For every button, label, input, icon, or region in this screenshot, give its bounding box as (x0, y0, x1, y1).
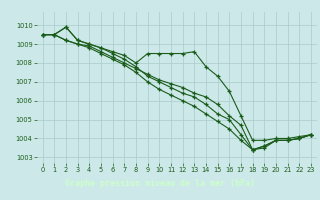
Text: Graphe pression niveau de la mer (hPa): Graphe pression niveau de la mer (hPa) (65, 179, 255, 188)
